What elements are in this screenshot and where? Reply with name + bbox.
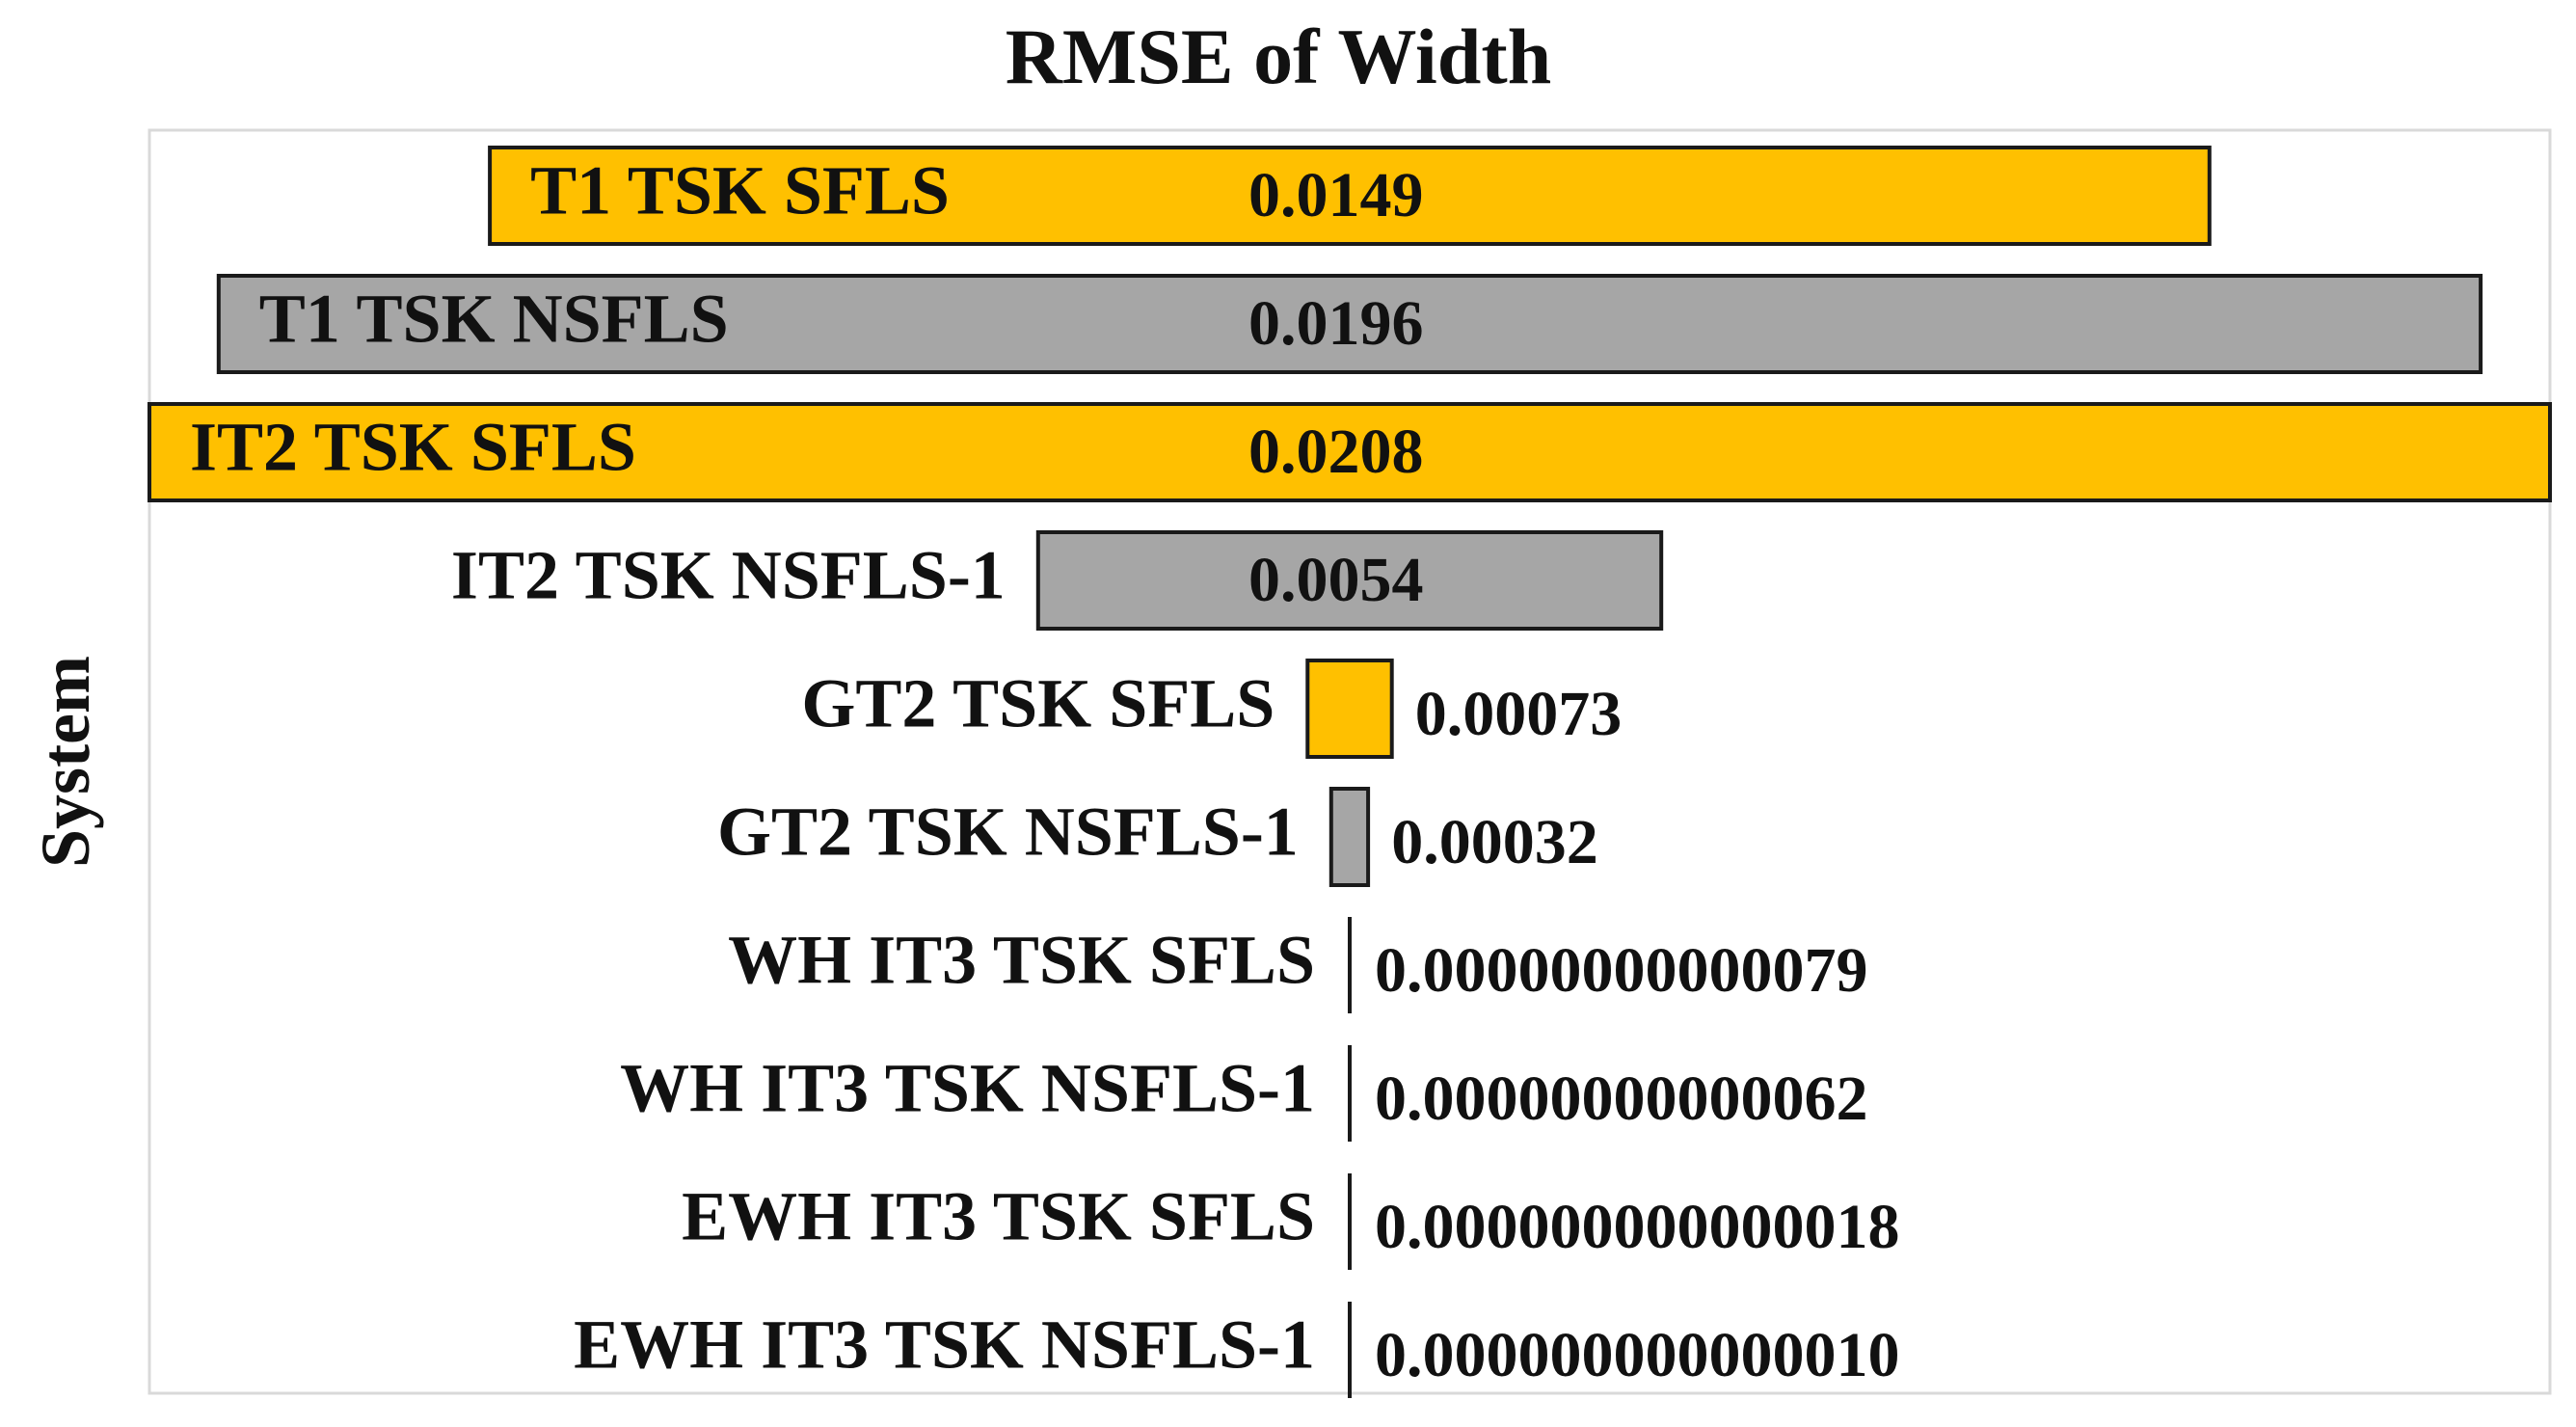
bar-row: WH IT3 TSK SFLS 0.00000000000079 (728, 917, 1868, 1013)
category-label: EWH IT3 TSK SFLS (682, 1178, 1315, 1255)
bar-row: GT2 TSK NSFLS-1 0.00032 (717, 787, 1598, 887)
bar-row: IT2 TSK NSFLS-1 0.0054 (451, 530, 1664, 631)
category-label: GT2 TSK NSFLS-1 (717, 794, 1299, 871)
bar (1348, 1302, 1352, 1398)
value-label: 0.00073 (1415, 679, 1623, 749)
category-label: IT2 TSK SFLS (190, 409, 636, 486)
bar (488, 146, 2212, 246)
bar (1348, 917, 1352, 1013)
bar-row: T1 TSK NSFLS 0.0196 (216, 274, 2483, 374)
bar-row: WH IT3 TSK NSFLS-1 0.00000000000062 (620, 1045, 1868, 1142)
bar (1305, 659, 1394, 759)
category-label: EWH IT3 TSK NSFLS-1 (574, 1306, 1315, 1384)
category-label: WH IT3 TSK NSFLS-1 (620, 1050, 1315, 1127)
bar (148, 402, 2552, 502)
value-label: 0.0208 (1248, 417, 1424, 487)
value-label: 0.00032 (1391, 807, 1598, 877)
bar-row: IT2 TSK SFLS 0.0208 (148, 402, 2552, 502)
value-label: 0.000000000000010 (1375, 1320, 1900, 1390)
value-label: 0.00000000000062 (1375, 1064, 1868, 1134)
bar-row: GT2 TSK SFLS 0.00073 (801, 659, 1623, 759)
category-label: WH IT3 TSK SFLS (728, 922, 1315, 999)
category-label: GT2 TSK SFLS (801, 665, 1275, 742)
value-label: 0.0149 (1248, 160, 1424, 230)
value-label: 0.0196 (1248, 288, 1424, 359)
bar-row: T1 TSK SFLS 0.0149 (488, 146, 2212, 246)
category-label: T1 TSK NSFLS (259, 281, 729, 358)
y-axis-label: System (27, 656, 104, 868)
bar (1035, 530, 1664, 631)
value-label: 0.000000000000018 (1375, 1192, 1900, 1262)
value-label: 0.00000000000079 (1375, 935, 1868, 1006)
bar (216, 274, 2483, 374)
bar (1348, 1045, 1352, 1142)
bar-row: EWH IT3 TSK SFLS 0.000000000000018 (682, 1173, 1900, 1270)
chart-title: RMSE of Width (1006, 13, 1552, 100)
bar (1348, 1173, 1352, 1270)
bar-row: EWH IT3 TSK NSFLS-1 0.000000000000010 (574, 1302, 1900, 1398)
category-label: IT2 TSK NSFLS-1 (451, 537, 1006, 614)
value-label: 0.0054 (1248, 545, 1424, 615)
bars-layer: T1 TSK SFLS 0.0149 T1 TSK NSFLS 0.0196 IT2 T… (148, 146, 2552, 1398)
category-label: T1 TSK SFLS (530, 152, 950, 229)
bar (1328, 787, 1371, 887)
